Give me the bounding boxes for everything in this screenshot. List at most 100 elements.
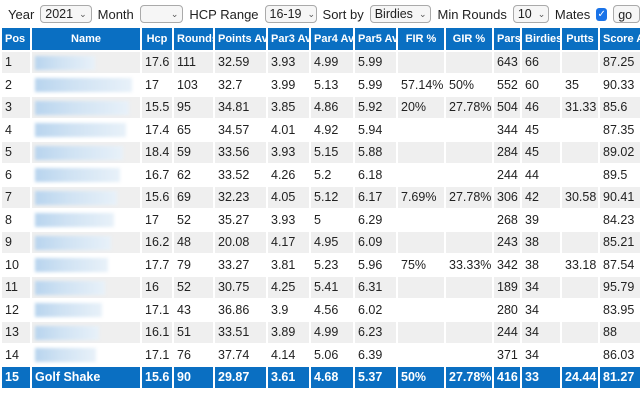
column-header[interactable]: Hcp xyxy=(140,28,174,52)
column-header[interactable]: GIR % xyxy=(444,28,494,52)
column-header[interactable]: Name xyxy=(30,28,142,52)
cell-hcp: 17.4 xyxy=(140,117,174,142)
blurred-player-name[interactable] xyxy=(35,190,117,205)
cell-name[interactable] xyxy=(30,252,142,277)
column-header[interactable]: FIR % xyxy=(396,28,446,52)
cell-gir: 27.78% xyxy=(444,365,494,390)
column-header[interactable]: Putts xyxy=(560,28,600,52)
chevron-down-icon: ⌄ xyxy=(418,8,427,19)
cell-rounds: 62 xyxy=(172,162,215,187)
cell-pars: 284 xyxy=(492,140,522,165)
blurred-player-name[interactable] xyxy=(35,100,129,115)
cell-par3-av: 3.9 xyxy=(266,297,311,322)
cell-points-av: 37.74 xyxy=(213,342,268,367)
cell-putts xyxy=(560,162,600,187)
cell-par5-av: 6.29 xyxy=(353,207,398,232)
month-label: Month xyxy=(97,6,134,22)
cell-par4-av: 5.41 xyxy=(309,275,355,300)
cell-pos: 11 xyxy=(0,275,32,300)
column-header[interactable]: Rounds xyxy=(172,28,215,52)
cell-gir xyxy=(444,50,494,75)
cell-fir xyxy=(396,117,446,142)
blurred-player-name[interactable] xyxy=(35,303,102,318)
cell-name[interactable] xyxy=(30,207,142,232)
cell-pars: 504 xyxy=(492,95,522,120)
cell-hcp: 17 xyxy=(140,72,174,97)
cell-par3-av: 3.99 xyxy=(266,72,311,97)
blurred-player-name[interactable] xyxy=(35,213,114,228)
mates-label: Mates xyxy=(554,6,591,22)
cell-fir xyxy=(396,275,446,300)
column-header[interactable]: Points Av xyxy=(213,28,268,52)
cell-fir xyxy=(396,162,446,187)
blurred-player-name[interactable] xyxy=(35,55,95,70)
cell-pos: 14 xyxy=(0,342,32,367)
cell-name[interactable] xyxy=(30,275,142,300)
cell-pars: 416 xyxy=(492,365,522,390)
cell-name[interactable] xyxy=(30,140,142,165)
cell-par4-av: 4.99 xyxy=(309,50,355,75)
cell-par5-av: 5.99 xyxy=(353,72,398,97)
cell-name[interactable]: Golf Shake xyxy=(30,365,142,390)
cell-rounds: 76 xyxy=(172,342,215,367)
blurred-player-name[interactable] xyxy=(35,235,111,250)
cell-rounds: 51 xyxy=(172,320,215,345)
min-rounds-select[interactable]: 10 ⌄ xyxy=(512,5,549,23)
blurred-player-name[interactable] xyxy=(35,280,105,295)
cell-name[interactable] xyxy=(30,320,142,345)
cell-hcp: 16 xyxy=(140,275,174,300)
blurred-player-name[interactable] xyxy=(35,123,126,138)
cell-putts xyxy=(560,297,600,322)
column-header[interactable]: Pars xyxy=(492,28,522,52)
cell-name[interactable] xyxy=(30,185,142,210)
blurred-player-name[interactable] xyxy=(35,258,108,273)
cell-pars: 306 xyxy=(492,185,522,210)
cell-putts xyxy=(560,342,600,367)
column-header[interactable]: Par5 Av xyxy=(353,28,398,52)
cell-birdies: 66 xyxy=(520,50,562,75)
cell-par5-av: 5.96 xyxy=(353,252,398,277)
cell-fir xyxy=(396,297,446,322)
cell-name[interactable] xyxy=(30,230,142,255)
cell-pars: 243 xyxy=(492,230,522,255)
cell-putts xyxy=(560,207,600,232)
column-header[interactable]: Birdies xyxy=(520,28,562,52)
blurred-player-name[interactable] xyxy=(35,145,123,160)
cell-hcp: 17.6 xyxy=(140,50,174,75)
cell-par5-av: 6.31 xyxy=(353,275,398,300)
column-header[interactable]: Score Av xyxy=(598,28,640,52)
cell-par3-av: 4.14 xyxy=(266,342,311,367)
cell-name[interactable] xyxy=(30,162,142,187)
mates-checkbox[interactable]: ✓ xyxy=(596,7,608,21)
blurred-player-name[interactable] xyxy=(35,325,99,340)
cell-par3-av: 3.93 xyxy=(266,140,311,165)
cell-points-av: 36.86 xyxy=(213,297,268,322)
cell-pars: 268 xyxy=(492,207,522,232)
column-header[interactable]: Par3 Av xyxy=(266,28,311,52)
blurred-player-name[interactable] xyxy=(35,168,120,183)
cell-par4-av: 5.23 xyxy=(309,252,355,277)
hcp-range-select[interactable]: 16-19 ⌄ xyxy=(264,5,317,23)
cell-name[interactable] xyxy=(30,95,142,120)
hcp-range-label: HCP Range xyxy=(189,6,259,22)
blurred-player-name[interactable] xyxy=(35,348,96,363)
month-select[interactable]: ⌄ xyxy=(139,5,184,23)
sort-by-select[interactable]: Birdies ⌄ xyxy=(369,5,432,23)
cell-pars: 189 xyxy=(492,275,522,300)
cell-name[interactable] xyxy=(30,72,142,97)
blurred-player-name[interactable] xyxy=(35,78,132,93)
cell-points-av: 30.75 xyxy=(213,275,268,300)
year-label: Year xyxy=(8,6,35,22)
cell-name[interactable] xyxy=(30,117,142,142)
go-button[interactable]: go xyxy=(613,5,640,23)
column-header[interactable]: Par4 Av xyxy=(309,28,355,52)
year-select[interactable]: 2021 ⌄ xyxy=(40,5,92,23)
column-header[interactable]: Pos xyxy=(0,28,32,52)
cell-hcp: 15.6 xyxy=(140,185,174,210)
cell-score-av: 95.79 xyxy=(598,275,640,300)
cell-name[interactable] xyxy=(30,297,142,322)
cell-fir xyxy=(396,230,446,255)
cell-name[interactable] xyxy=(30,50,142,75)
cell-score-av: 88 xyxy=(598,320,640,345)
cell-name[interactable] xyxy=(30,342,142,367)
